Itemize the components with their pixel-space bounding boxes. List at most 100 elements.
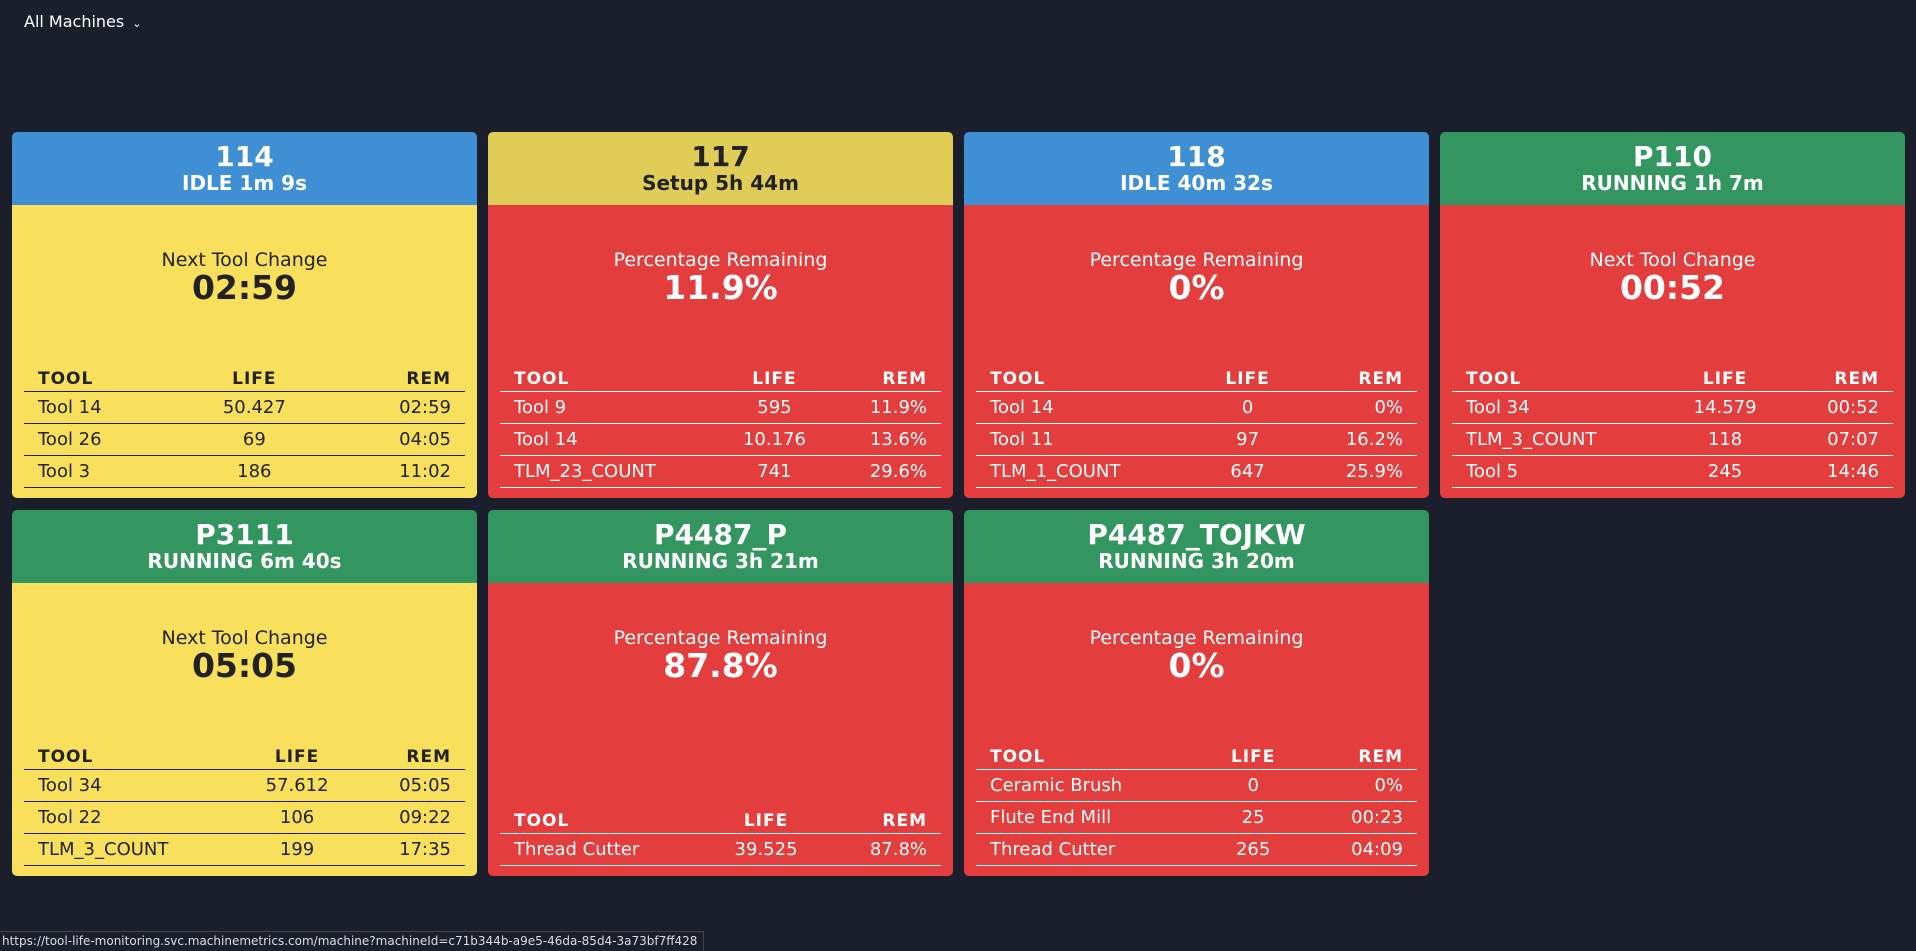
tool-table: TOOL LIFE REM Thread Cutter 39.525 87.8% — [500, 807, 941, 866]
machine-card[interactable]: 114 IDLE 1m 9s Next Tool Change 02:59 TOOL LI… — [12, 132, 477, 498]
tool-row: Tool 14 10.176 13.6% — [500, 423, 941, 456]
machine-card[interactable]: P3111 RUNNING 6m 40s Next Tool Change 05:05… — [12, 510, 477, 876]
machine-id: P4487_P — [654, 518, 787, 551]
tool-cell: 647 — [1197, 455, 1299, 488]
table-header-row: TOOL LIFE REM — [976, 743, 1417, 770]
metric-label: Percentage Remaining — [1089, 249, 1304, 271]
metric-label: Next Tool Change — [1589, 249, 1756, 271]
column-header: TOOL — [976, 743, 1203, 770]
column-header: TOOL — [500, 807, 706, 834]
tool-cell: 118 — [1664, 423, 1786, 456]
card-header: 118 IDLE 40m 32s — [964, 132, 1429, 205]
tool-row: Tool 26 69 04:05 — [24, 423, 465, 456]
card-body: Next Tool Change 02:59 TOOL LIFE REM Tool 14 5… — [12, 205, 477, 498]
tool-cell: 97 — [1197, 423, 1299, 456]
tool-cell: 29.6% — [832, 455, 941, 488]
tool-cell: TLM_3_COUNT — [1452, 423, 1665, 456]
metric-value: 87.8% — [663, 646, 778, 685]
tool-cell: 14:46 — [1786, 455, 1893, 488]
tool-cell: 10.176 — [716, 423, 833, 456]
chevron: ⌄ — [132, 17, 142, 30]
column-header: LIFE — [1197, 365, 1299, 392]
machine-card[interactable]: 118 IDLE 40m 32s Percentage Remaining 0% TOO… — [964, 132, 1429, 498]
card-header: P3111 RUNNING 6m 40s — [12, 510, 477, 583]
metric: Percentage Remaining 0% — [976, 249, 1417, 305]
tool-table: TOOL LIFE REM Tool 14 50.427 02:59 Tool 26 69 04… — [24, 365, 465, 488]
tool-row: Tool 14 50.427 02:59 — [24, 391, 465, 424]
card-header: P110 RUNNING 1h 7m — [1440, 132, 1905, 205]
tool-table: TOOL LIFE REM Tool 9 595 11.9% Tool 14 10.176 13… — [500, 365, 941, 488]
tool-cell: 09:22 — [358, 801, 465, 834]
tool-table: TOOL LIFE REM Tool 34 14.579 00:52 TLM_3_COUNT… — [1452, 365, 1893, 488]
machine-card[interactable]: P4487_TOJKW RUNNING 3h 20m Percentage Rema… — [964, 510, 1429, 876]
tool-cell: 04:05 — [330, 423, 465, 456]
card-header: P4487_P RUNNING 3h 21m — [488, 510, 953, 583]
status-bar-url: https://tool-life-monitoring.svc.machine… — [0, 931, 705, 951]
metric-label: Next Tool Change — [161, 627, 328, 649]
machine-status: RUNNING 6m 40s — [147, 549, 342, 573]
machine-id: P4487_TOJKW — [1087, 518, 1306, 551]
column-header: LIFE — [1202, 743, 1305, 770]
tool-cell: Tool 9 — [500, 391, 717, 424]
metric-value: 00:52 — [1619, 268, 1726, 307]
column-header: TOOL — [24, 365, 178, 392]
tool-cell: 17:35 — [358, 833, 465, 866]
machine-card[interactable]: 117 Setup 5h 44m Percentage Remaining 11.9%… — [488, 132, 953, 498]
tool-cell: Tool 3 — [24, 455, 178, 488]
tool-cell: Tool 14 — [24, 391, 178, 424]
tool-cell: 87.8% — [826, 833, 941, 866]
table-header-row: TOOL LIFE REM — [500, 365, 941, 392]
machine-id: P110 — [1633, 140, 1712, 173]
tool-cell: 05:05 — [358, 769, 465, 802]
metric-value: 0% — [1168, 646, 1225, 685]
tool-cell: Tool 11 — [976, 423, 1198, 456]
tool-cell: 25.9% — [1298, 455, 1417, 488]
metric-label: Percentage Remaining — [1089, 627, 1304, 649]
column-header: TOOL — [1452, 365, 1665, 392]
tool-cell: Ceramic Brush — [976, 769, 1203, 802]
column-header: TOOL — [500, 365, 717, 392]
tool-cell: Thread Cutter — [500, 833, 706, 866]
filter-label: All Machines — [24, 12, 125, 31]
machine-id: 118 — [1167, 140, 1226, 173]
metric: Next Tool Change 05:05 — [24, 627, 465, 683]
tool-table: TOOL LIFE REM Ceramic Brush 0 0% Flute End Mil… — [976, 743, 1417, 866]
tool-table: TOOL LIFE REM Tool 14 0 0% Tool 11 97 16.2% TLM_1… — [976, 365, 1417, 488]
metric-value: 0% — [1168, 268, 1225, 307]
metric-value: 02:59 — [191, 268, 298, 307]
tool-cell: 11:02 — [330, 455, 465, 488]
tool-cell: 50.427 — [177, 391, 331, 424]
tool-cell: 25 — [1202, 801, 1305, 834]
metric: Next Tool Change 02:59 — [24, 249, 465, 305]
tool-cell: 13.6% — [832, 423, 941, 456]
tool-row: TLM_3_COUNT 199 17:35 — [24, 833, 465, 866]
tool-cell: 595 — [716, 391, 833, 424]
card-body: Next Tool Change 05:05 TOOL LIFE REM Tool 34 5… — [12, 583, 477, 876]
card-header: 117 Setup 5h 44m — [488, 132, 953, 205]
column-header: REM — [1304, 743, 1417, 770]
tool-cell: 0 — [1197, 391, 1299, 424]
tool-cell: 186 — [177, 455, 331, 488]
tool-row: Tool 5 245 14:46 — [1452, 455, 1893, 488]
tool-cell: 02:59 — [330, 391, 465, 424]
tool-cell: Tool 26 — [24, 423, 178, 456]
table-header-row: TOOL LIFE REM — [976, 365, 1417, 392]
machine-filter[interactable]: All Machines ⌄ — [24, 12, 141, 31]
tool-row: Tool 34 57.612 05:05 — [24, 769, 465, 802]
tool-cell: 39.525 — [705, 833, 827, 866]
machine-status: IDLE 1m 9s — [182, 171, 307, 195]
metric-label: Next Tool Change — [161, 249, 328, 271]
tool-cell: 0% — [1298, 391, 1417, 424]
tool-cell: 741 — [716, 455, 833, 488]
table-header-row: TOOL LIFE REM — [500, 807, 941, 834]
machine-status: IDLE 40m 32s — [1120, 171, 1273, 195]
machine-card[interactable]: P110 RUNNING 1h 7m Next Tool Change 00:52 TO… — [1440, 132, 1905, 498]
metric: Percentage Remaining 11.9% — [500, 249, 941, 305]
metric: Percentage Remaining 0% — [976, 627, 1417, 683]
machine-id: 117 — [691, 140, 750, 173]
column-header: REM — [1786, 365, 1893, 392]
card-body: Percentage Remaining 87.8% TOOL LIFE REM Thre… — [488, 583, 953, 876]
machine-card[interactable]: P4487_P RUNNING 3h 21m Percentage Remainin… — [488, 510, 953, 876]
tool-cell: 106 — [236, 801, 358, 834]
metric-value: 05:05 — [191, 646, 298, 685]
